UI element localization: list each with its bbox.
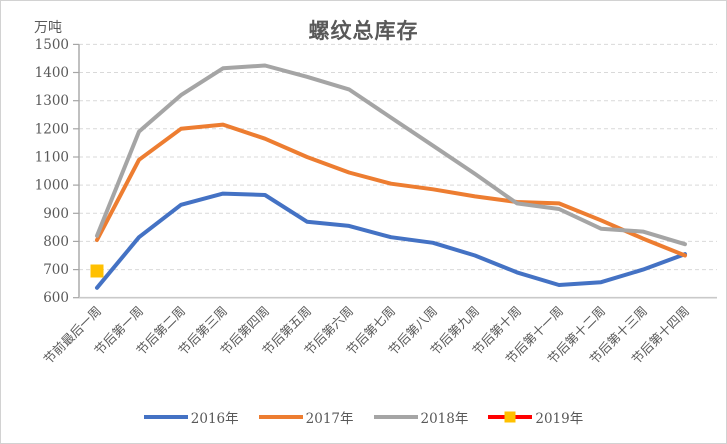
y-tick-label-600: 600 — [43, 290, 69, 306]
legend-label-2017: 2017年 — [305, 411, 354, 427]
legend-item-2017: 2017年 — [258, 407, 354, 427]
legend-line-swatch-2018 — [373, 415, 418, 419]
legend-line-swatch-2016 — [143, 415, 188, 419]
y-axis-unit-label: 万吨 — [34, 20, 62, 36]
legend-label-2016: 2016年 — [190, 411, 239, 427]
legend: 2016年 2017年 2018年 2019年 — [1, 407, 726, 427]
legend-label-2019: 2019年 — [535, 411, 584, 427]
y-tick-label-700: 700 — [43, 262, 69, 278]
legend-item-2018: 2018年 — [373, 407, 469, 427]
legend-line-swatch-2019 — [488, 411, 533, 423]
series-line-2018年 — [95, 63, 687, 247]
series-marker-2019年 — [90, 264, 104, 278]
series-line-2017年 — [95, 122, 687, 258]
series-line-2016年 — [95, 191, 687, 290]
y-tick-label-900: 900 — [43, 206, 69, 222]
y-tick-label-1300: 1300 — [35, 93, 69, 109]
y-tick-label-1400: 1400 — [35, 65, 69, 81]
chart-title: 螺纹总库存 — [308, 18, 419, 43]
legend-square-marker-icon — [504, 411, 516, 423]
x-category-label: 节前最后一周 — [40, 303, 104, 367]
y-tick-label-1500: 1500 — [35, 37, 69, 53]
y-tick-label-1200: 1200 — [35, 121, 69, 137]
y-tick-label-1000: 1000 — [35, 178, 69, 194]
legend-label-2018: 2018年 — [420, 411, 469, 427]
y-tick-label-800: 800 — [43, 234, 69, 250]
legend-item-2016: 2016年 — [143, 407, 239, 427]
legend-line-swatch-2017 — [258, 415, 303, 419]
legend-item-2019: 2019年 — [488, 407, 583, 427]
y-tick-label-1100: 1100 — [35, 150, 69, 166]
